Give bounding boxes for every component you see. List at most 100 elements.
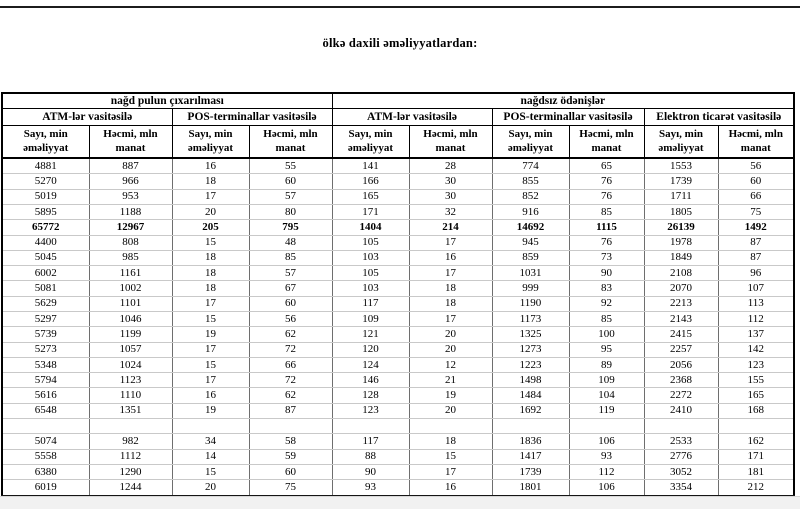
table-row: 5794 1123 17 72 146 21 1498 109 2368 155 xyxy=(1,372,795,389)
subgroup-header-pos-1: POS-terminallar vasitəsilə xyxy=(171,108,333,127)
table-cell: 1498 xyxy=(491,372,570,389)
table-cell: 113 xyxy=(717,295,795,312)
table-cell xyxy=(1,418,90,435)
table-cell: 855 xyxy=(491,173,570,190)
table-cell: 90 xyxy=(568,265,645,282)
table-row: 4400 808 15 48 105 17 945 76 1978 87 xyxy=(1,234,795,251)
table-cell: 1244 xyxy=(88,479,173,497)
table-cell: 119 xyxy=(568,402,645,420)
table-cell: 1101 xyxy=(88,295,173,312)
table-cell: 103 xyxy=(331,280,410,297)
table-cell: 2410 xyxy=(643,402,719,420)
table-cell: 2368 xyxy=(643,372,719,389)
table-cell: 142 xyxy=(717,341,795,358)
table-cell: 205 xyxy=(171,219,250,236)
table-cell: 171 xyxy=(331,203,410,221)
table-cell: 16 xyxy=(408,249,493,267)
table-cell: 56 xyxy=(717,157,795,175)
table-cell: 105 xyxy=(331,234,410,251)
table-cell: 1484 xyxy=(491,387,570,404)
table-cell: 123 xyxy=(331,402,410,420)
table-cell: 28 xyxy=(408,157,493,175)
table-cell: 5081 xyxy=(1,280,90,297)
table-cell: 916 xyxy=(491,203,570,221)
table-cell: 124 xyxy=(331,356,410,374)
table-cell: 76 xyxy=(568,173,645,190)
table-cell: 109 xyxy=(331,310,410,328)
table-cell: 212 xyxy=(717,479,795,497)
table-cell: 95 xyxy=(568,341,645,358)
table-cell: 16 xyxy=(408,479,493,497)
table-cell: 2056 xyxy=(643,356,719,374)
table-cell: 3354 xyxy=(643,479,719,497)
bottom-gray-strip xyxy=(0,496,800,509)
column-header: Sayı, min əməliyyat xyxy=(171,125,250,160)
table-cell: 17 xyxy=(171,188,250,205)
table-cell: 59 xyxy=(248,448,333,465)
table-row: 5558 1112 14 59 88 15 1417 93 2776 171 xyxy=(1,448,795,465)
table-cell: 19 xyxy=(171,326,250,343)
column-header: Sayı, min əməliyyat xyxy=(331,125,410,160)
table-cell xyxy=(491,418,570,435)
table-cell: 2533 xyxy=(643,433,719,450)
table-row: 5895 1188 20 80 171 32 916 85 1805 75 xyxy=(1,203,795,221)
table-cell: 5629 xyxy=(1,295,90,312)
table-cell: 985 xyxy=(88,249,173,267)
table-cell: 1115 xyxy=(568,219,645,236)
table-cell: 966 xyxy=(88,173,173,190)
table-cell: 75 xyxy=(248,479,333,497)
table-cell: 18 xyxy=(171,173,250,190)
table-cell: 1190 xyxy=(491,295,570,312)
table-cell: 945 xyxy=(491,234,570,251)
table-cell: 4400 xyxy=(1,234,90,251)
table-cell: 106 xyxy=(568,433,645,450)
table-cell xyxy=(408,418,493,435)
table-cell: 1739 xyxy=(491,463,570,481)
table-cell xyxy=(248,418,333,435)
table-cell: 20 xyxy=(408,341,493,358)
table-cell: 85 xyxy=(248,249,333,267)
table-cell: 20 xyxy=(171,203,250,221)
table-row: 5616 1110 16 62 128 19 1484 104 2272 165 xyxy=(1,387,795,404)
table-cell: 60 xyxy=(248,295,333,312)
table-cell: 1351 xyxy=(88,402,173,420)
table-cell: 6002 xyxy=(1,265,90,282)
table-cell: 5616 xyxy=(1,387,90,404)
table-cell: 1553 xyxy=(643,157,719,175)
table-cell: 2776 xyxy=(643,448,719,465)
table-cell: 48 xyxy=(248,234,333,251)
table-row: 6019 1244 20 75 93 16 1801 106 3354 212 xyxy=(1,479,795,497)
table-cell: 96 xyxy=(717,265,795,282)
table-cell: 859 xyxy=(491,249,570,267)
table-cell: 20 xyxy=(408,402,493,420)
table-row: 5045 985 18 85 103 16 859 73 1849 87 xyxy=(1,249,795,267)
table-cell: 17 xyxy=(171,295,250,312)
table-cell: 1223 xyxy=(491,356,570,374)
table-cell: 12 xyxy=(408,356,493,374)
table-cell: 1046 xyxy=(88,310,173,328)
table-row: 6548 1351 19 87 123 20 1692 119 2410 168 xyxy=(1,402,795,420)
table-cell: 75 xyxy=(717,203,795,221)
table-cell: 73 xyxy=(568,249,645,267)
table-cell: 1273 xyxy=(491,341,570,358)
table-cell: 93 xyxy=(331,479,410,497)
table-cell: 6548 xyxy=(1,402,90,420)
table-cell: 1836 xyxy=(491,433,570,450)
table-cell: 16 xyxy=(171,387,250,404)
table-cell xyxy=(568,418,645,435)
table-body: 4881 887 16 55 141 28 774 65 1553 56 5270 966 18 60 16… xyxy=(1,157,795,497)
table-cell: 1290 xyxy=(88,463,173,481)
table-cell: 141 xyxy=(331,157,410,175)
table-cell: 112 xyxy=(568,463,645,481)
table-cell: 1417 xyxy=(491,448,570,465)
table-cell: 30 xyxy=(408,173,493,190)
table-cell: 2108 xyxy=(643,265,719,282)
table-cell: 21 xyxy=(408,372,493,389)
table-cell: 1161 xyxy=(88,265,173,282)
column-header: Həcmi, mln manat xyxy=(248,125,333,160)
table-cell: 181 xyxy=(717,463,795,481)
table-cell: 89 xyxy=(568,356,645,374)
table-cell: 1057 xyxy=(88,341,173,358)
table-cell: 5045 xyxy=(1,249,90,267)
table-cell: 2415 xyxy=(643,326,719,343)
